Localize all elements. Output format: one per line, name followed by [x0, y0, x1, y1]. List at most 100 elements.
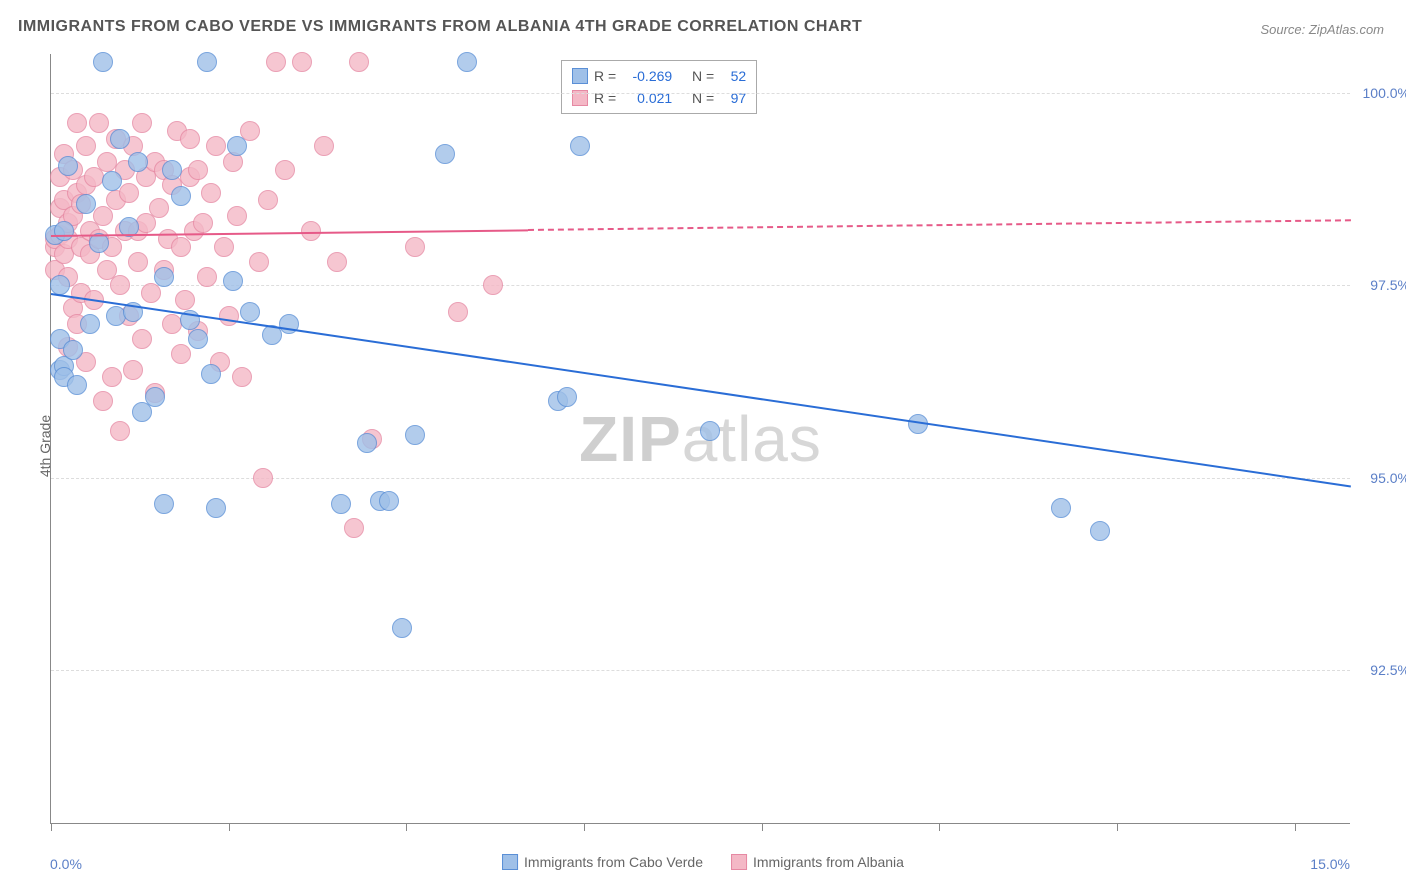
data-point: [227, 206, 247, 226]
data-point: [266, 52, 286, 72]
data-point: [80, 314, 100, 334]
data-point: [110, 421, 130, 441]
legend-n-value-1: 52: [720, 68, 746, 84]
x-tick: [1295, 823, 1296, 831]
data-point: [132, 113, 152, 133]
data-point: [227, 136, 247, 156]
data-point: [63, 340, 83, 360]
data-point: [102, 367, 122, 387]
legend-swatch-1: [572, 68, 588, 84]
data-point: [214, 237, 234, 257]
correlation-legend: R = -0.269 N = 52 R = 0.021 N = 97: [561, 60, 757, 114]
legend-item-1: Immigrants from Cabo Verde: [502, 854, 703, 870]
data-point: [154, 494, 174, 514]
series-legend: Immigrants from Cabo Verde Immigrants fr…: [502, 854, 904, 870]
data-point: [206, 498, 226, 518]
data-point: [171, 186, 191, 206]
data-point: [249, 252, 269, 272]
data-point: [67, 375, 87, 395]
trend-line: [528, 220, 1351, 232]
y-tick-label: 95.0%: [1355, 470, 1406, 486]
data-point: [89, 113, 109, 133]
plot-area: ZIPatlas R = -0.269 N = 52 R = 0.021 N =…: [50, 54, 1350, 824]
legend-label-series-1: Immigrants from Cabo Verde: [524, 854, 703, 870]
data-point: [180, 129, 200, 149]
x-axis-min-label: 0.0%: [50, 856, 82, 872]
data-point: [102, 171, 122, 191]
chart-title: IMMIGRANTS FROM CABO VERDE VS IMMIGRANTS…: [18, 18, 862, 36]
data-point: [154, 267, 174, 287]
data-point: [1090, 521, 1110, 541]
data-point: [1051, 498, 1071, 518]
data-point: [93, 391, 113, 411]
data-point: [405, 237, 425, 257]
data-point: [128, 252, 148, 272]
data-point: [201, 183, 221, 203]
data-point: [188, 329, 208, 349]
data-point: [344, 518, 364, 538]
data-point: [206, 136, 226, 156]
grid-line-h: [51, 478, 1350, 479]
x-axis-max-label: 15.0%: [1310, 856, 1350, 872]
legend-n-label: N =: [692, 68, 714, 84]
data-point: [76, 194, 96, 214]
data-point: [314, 136, 334, 156]
data-point: [50, 275, 70, 295]
data-point: [110, 275, 130, 295]
data-point: [162, 160, 182, 180]
data-point: [357, 433, 377, 453]
data-point: [292, 52, 312, 72]
data-point: [201, 364, 221, 384]
data-point: [331, 494, 351, 514]
grid-line-h: [51, 285, 1350, 286]
x-tick: [584, 823, 585, 831]
legend-item-2: Immigrants from Albania: [731, 854, 904, 870]
data-point: [128, 152, 148, 172]
data-point: [240, 302, 260, 322]
data-point: [405, 425, 425, 445]
data-point: [258, 190, 278, 210]
legend-row-1: R = -0.269 N = 52: [572, 65, 746, 87]
data-point: [483, 275, 503, 295]
data-point: [119, 183, 139, 203]
data-point: [457, 52, 477, 72]
data-point: [197, 52, 217, 72]
data-point: [145, 387, 165, 407]
data-point: [193, 213, 213, 233]
data-point: [435, 144, 455, 164]
data-point: [76, 136, 96, 156]
y-tick-label: 92.5%: [1355, 662, 1406, 678]
y-tick-label: 100.0%: [1355, 85, 1406, 101]
data-point: [175, 290, 195, 310]
data-point: [232, 367, 252, 387]
data-point: [197, 267, 217, 287]
data-point: [557, 387, 577, 407]
data-point: [570, 136, 590, 156]
data-point: [253, 468, 273, 488]
data-point: [223, 271, 243, 291]
watermark: ZIPatlas: [579, 402, 822, 476]
watermark-zip: ZIP: [579, 403, 682, 475]
data-point: [392, 618, 412, 638]
data-point: [275, 160, 295, 180]
chart-source: Source: ZipAtlas.com: [1260, 22, 1384, 37]
x-tick: [51, 823, 52, 831]
data-point: [448, 302, 468, 322]
x-tick: [229, 823, 230, 831]
data-point: [327, 252, 347, 272]
data-point: [123, 360, 143, 380]
trend-line: [51, 293, 1351, 487]
data-point: [110, 129, 130, 149]
data-point: [149, 198, 169, 218]
x-tick: [939, 823, 940, 831]
data-point: [67, 113, 87, 133]
data-point: [349, 52, 369, 72]
data-point: [379, 491, 399, 511]
data-point: [93, 52, 113, 72]
legend-r-label: R =: [594, 68, 616, 84]
grid-line-h: [51, 93, 1350, 94]
x-tick: [1117, 823, 1118, 831]
legend-row-2: R = 0.021 N = 97: [572, 87, 746, 109]
data-point: [132, 329, 152, 349]
x-tick: [762, 823, 763, 831]
